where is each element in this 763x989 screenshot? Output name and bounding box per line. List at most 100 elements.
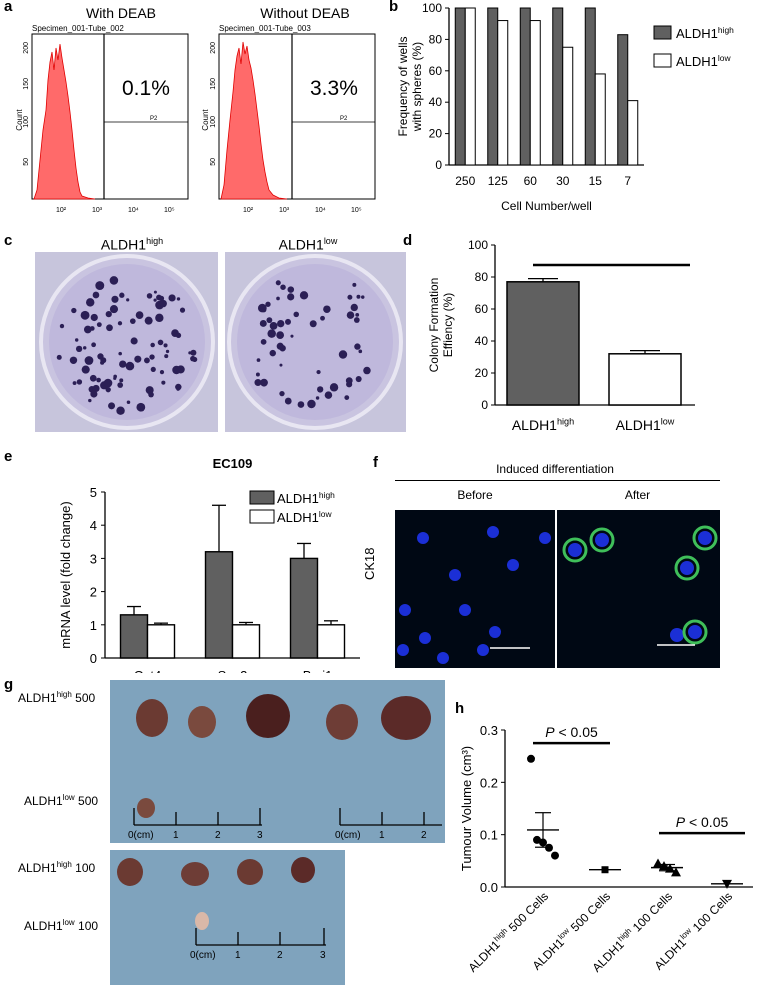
colony — [299, 291, 309, 300]
xtick: 10³ — [92, 207, 103, 214]
y-tick-label: 0 — [481, 398, 488, 412]
x-tick-label: Oct4 — [134, 668, 161, 673]
x-tick-label: 7 — [624, 174, 631, 188]
ck18-stain — [692, 525, 718, 551]
x-tick-label: 30 — [556, 174, 570, 188]
ruler-label: 2 — [421, 830, 427, 841]
colony — [276, 331, 285, 340]
ruler-label: 1 — [379, 830, 385, 841]
colony — [90, 313, 98, 322]
flow-histogram-left: With DEAB Specimen_001-Tube_002 P2 0.1% … — [10, 0, 190, 225]
colony — [353, 317, 360, 323]
colony — [126, 298, 130, 302]
colony — [317, 386, 324, 393]
colony — [338, 350, 348, 359]
colony — [355, 313, 360, 317]
before-label: Before — [457, 488, 493, 502]
y-tick-label: 100 — [468, 238, 488, 252]
xtick: 10³ — [279, 207, 290, 214]
y-axis-label: Colony FormationEffiency (%) — [427, 278, 455, 373]
panel-label-b: b — [389, 0, 399, 15]
colony — [275, 280, 281, 286]
colony — [175, 332, 182, 338]
colony — [284, 397, 292, 405]
nucleus — [489, 626, 501, 638]
bar — [552, 7, 564, 166]
x-tick-label: 125 — [488, 174, 508, 188]
ck18-stain — [674, 555, 700, 581]
colony — [297, 401, 305, 408]
tumour-photo-500: 0(cm) 1 2 3 0(cm) 1 2 — [110, 680, 445, 843]
nucleus — [437, 652, 449, 664]
gate-label: P2 — [150, 116, 158, 122]
colony — [363, 366, 371, 375]
xtick: 10⁵ — [351, 207, 362, 214]
colony — [90, 390, 98, 398]
bar — [454, 7, 466, 166]
colony — [287, 286, 295, 293]
ytick: 100 — [23, 116, 30, 128]
colony — [97, 353, 104, 360]
colony — [96, 322, 102, 328]
colony — [118, 351, 122, 356]
after-image — [557, 510, 720, 668]
colony — [81, 365, 90, 374]
colony — [350, 303, 358, 312]
panel-label-e: e — [4, 448, 13, 465]
p-value-label: P < 0.05 — [676, 814, 729, 830]
colony — [106, 324, 113, 332]
colony — [255, 372, 260, 377]
x-tick-label: Bmi1 — [303, 668, 333, 673]
bar — [584, 7, 596, 166]
colony — [260, 378, 268, 387]
colony — [155, 313, 164, 323]
p-value-label: P < 0.05 — [545, 724, 598, 740]
colony — [254, 378, 262, 386]
colony — [153, 290, 157, 294]
tumour-row-label: ALDH1high 100 — [18, 860, 96, 875]
colony — [355, 376, 362, 383]
nucleus — [568, 543, 582, 557]
ruler-label: 3 — [257, 830, 263, 841]
colony — [190, 355, 196, 362]
colony — [358, 349, 363, 354]
colony — [80, 310, 90, 320]
bar — [529, 20, 541, 166]
colony — [346, 311, 355, 319]
colony — [119, 360, 127, 368]
colony — [157, 339, 164, 346]
colony — [119, 292, 125, 298]
x-tick-label: 15 — [589, 174, 603, 188]
colony — [356, 294, 361, 299]
colony — [161, 380, 166, 385]
colony — [163, 343, 168, 348]
ruler-label: 2 — [215, 830, 221, 841]
colony — [315, 396, 320, 400]
bar — [231, 624, 261, 659]
nucleus — [449, 569, 461, 581]
data-point — [527, 754, 535, 763]
panel-label-a: a — [4, 0, 13, 15]
legend-swatch — [249, 509, 275, 524]
colony — [135, 311, 144, 319]
colony — [56, 354, 62, 360]
colony — [75, 345, 83, 353]
legend-label: ALDH1high — [277, 490, 335, 506]
colony — [84, 356, 94, 365]
colony — [267, 329, 276, 338]
colony — [316, 369, 321, 375]
bar — [316, 624, 346, 659]
after-label: After — [624, 488, 651, 502]
colony — [153, 298, 157, 302]
xtick: 10⁴ — [128, 207, 139, 214]
nucleus — [397, 644, 409, 656]
ck18-label: CK18 — [362, 547, 377, 580]
colony — [266, 317, 273, 324]
colony — [285, 318, 291, 325]
colony — [279, 390, 285, 397]
differentiation-header: Induced differentiation — [496, 462, 614, 476]
colony — [125, 361, 135, 371]
bar — [497, 20, 509, 166]
bar — [627, 100, 639, 166]
nucleus — [698, 531, 712, 545]
